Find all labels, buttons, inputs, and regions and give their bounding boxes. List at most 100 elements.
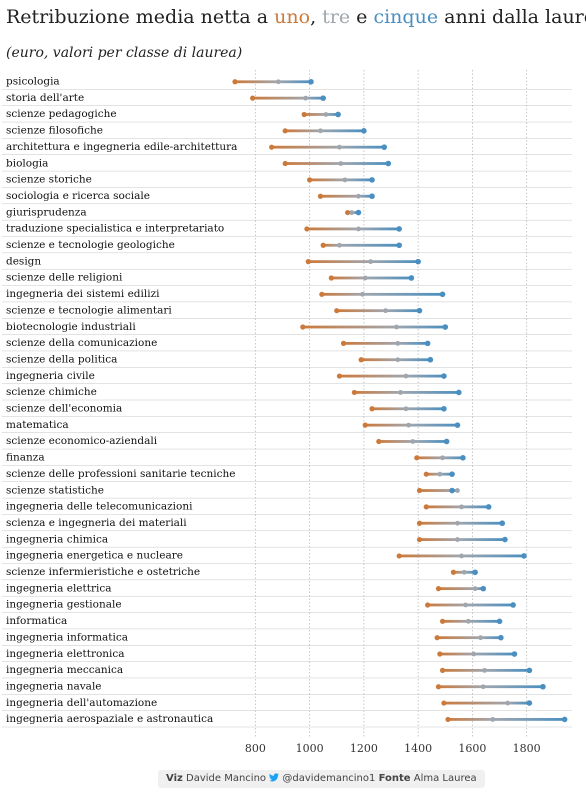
row-7-segment-uno-tre bbox=[320, 194, 359, 198]
row-12-segment-uno-tre bbox=[331, 276, 366, 280]
row-23-segment-uno-tre bbox=[416, 456, 443, 460]
category-label: scienze chimiche bbox=[6, 386, 97, 398]
row-25-segment-uno-tre bbox=[419, 489, 458, 492]
point-uno bbox=[301, 111, 307, 118]
row-39-segment-tre-cinque bbox=[492, 718, 565, 721]
row-31-segment-uno-tre bbox=[438, 587, 476, 591]
point-uno bbox=[282, 128, 288, 134]
twitter-handle: @davidemancino1 bbox=[282, 773, 376, 784]
x-tick-label-800: 800 bbox=[245, 742, 266, 755]
category-label: biologia bbox=[6, 157, 48, 169]
point-uno bbox=[416, 520, 423, 526]
point-tre bbox=[356, 226, 361, 232]
point-uno bbox=[450, 569, 457, 575]
category-label: storia dell'arte bbox=[6, 92, 84, 104]
row-34-segment-uno-tre bbox=[437, 636, 481, 640]
point-cinque bbox=[415, 258, 421, 265]
row-11-segment-uno-tre bbox=[308, 260, 371, 264]
category-label: scienze storiche bbox=[6, 174, 92, 186]
category-label: scienze della comunicazione bbox=[6, 337, 157, 349]
point-cinque bbox=[456, 389, 462, 396]
point-uno bbox=[425, 602, 431, 608]
category-label: ingegneria energetica e nucleare bbox=[6, 550, 183, 562]
row-23-segment-tre-cinque bbox=[442, 456, 463, 460]
point-uno bbox=[435, 586, 442, 592]
category-label: ingegneria informatica bbox=[6, 631, 128, 643]
point-cinque bbox=[472, 569, 478, 576]
point-tre bbox=[455, 537, 460, 542]
x-tick-label-1400: 1400 bbox=[404, 742, 432, 755]
category-label: scienze pedagogiche bbox=[6, 108, 117, 120]
row-28-segment-tre-cinque bbox=[457, 538, 505, 541]
row-36-segment-tre-cinque bbox=[484, 668, 530, 672]
point-cinque bbox=[427, 356, 434, 363]
point-cinque bbox=[449, 471, 455, 477]
category-label: traduzione specialistica e interpretaria… bbox=[6, 223, 224, 235]
row-30-segment-tre-cinque bbox=[464, 570, 476, 574]
point-tre bbox=[394, 324, 399, 330]
row-31-segment-tre-cinque bbox=[475, 587, 484, 591]
row-0-segment-uno-tre bbox=[235, 80, 279, 84]
row-24-segment-tre-cinque bbox=[439, 472, 453, 476]
point-cinque bbox=[308, 78, 314, 85]
point-tre bbox=[395, 357, 401, 363]
row-29-segment-tre-cinque bbox=[461, 554, 524, 558]
point-tre bbox=[360, 291, 365, 297]
dumbbell-chart: 800 1000 1200 1400 1600 1800 psicologia storia … bbox=[2, 70, 572, 755]
category-label: sociologia e ricerca sociale bbox=[6, 190, 150, 202]
row-22-segment-tre-cinque bbox=[412, 440, 447, 443]
row-27-segment-tre-cinque bbox=[457, 521, 503, 525]
row-38-segment-tre-cinque bbox=[507, 701, 530, 705]
point-cinque bbox=[460, 455, 466, 461]
row-12-segment-tre-cinque bbox=[365, 276, 412, 280]
category-label: scienze della politica bbox=[6, 353, 117, 365]
point-cinque bbox=[485, 504, 492, 510]
point-tre bbox=[406, 422, 412, 428]
point-uno bbox=[305, 259, 311, 265]
point-uno bbox=[416, 487, 423, 494]
category-label: ingegneria navale bbox=[6, 680, 102, 692]
row-9-segment-tre-cinque bbox=[358, 227, 400, 231]
point-cinque bbox=[416, 307, 423, 314]
category-label: informatica bbox=[6, 615, 67, 627]
point-uno bbox=[328, 275, 334, 281]
point-tre bbox=[482, 667, 488, 673]
row-21-segment-tre-cinque bbox=[408, 423, 458, 427]
point-cinque bbox=[441, 373, 447, 379]
point-uno bbox=[351, 389, 357, 396]
point-tre bbox=[303, 95, 308, 101]
category-label: ingegneria gestionale bbox=[6, 599, 122, 611]
category-label: scienze statistiche bbox=[6, 484, 104, 496]
point-cinque bbox=[449, 487, 455, 494]
point-tre bbox=[455, 488, 460, 493]
chart-subtitle: (euro, valori per classe di laurea) bbox=[6, 45, 243, 61]
row-30-segment-uno-tre bbox=[453, 570, 465, 574]
point-uno bbox=[441, 700, 447, 706]
category-label: ingegneria elettronica bbox=[6, 648, 125, 660]
title-tre: tre bbox=[322, 6, 351, 28]
point-uno bbox=[250, 95, 256, 101]
point-tre bbox=[478, 635, 483, 641]
twitter-bird-icon bbox=[269, 773, 280, 782]
row-11-segment-tre-cinque bbox=[370, 260, 419, 264]
point-tre bbox=[455, 520, 460, 526]
category-label: ingegneria aerospaziale e astronautica bbox=[6, 713, 213, 725]
category-label: scienze dell'economia bbox=[6, 403, 122, 415]
row-2-segment-tre-cinque bbox=[325, 113, 339, 116]
x-tick-label-1600: 1600 bbox=[458, 742, 486, 755]
category-label: finanza bbox=[6, 452, 45, 464]
point-tre bbox=[471, 651, 477, 657]
source-label: Fonte bbox=[378, 773, 411, 784]
category-label: scienze economico-aziendali bbox=[6, 435, 158, 447]
credits-footer: Viz Davide Mancino @davidemancino1 Fonte… bbox=[158, 770, 485, 788]
point-uno bbox=[317, 193, 324, 199]
row-16-segment-tre-cinque bbox=[397, 341, 428, 345]
point-uno bbox=[434, 635, 440, 641]
point-uno bbox=[269, 144, 275, 150]
category-label: scienze e tecnologie geologiche bbox=[6, 239, 175, 251]
row-3-segment-uno-tre bbox=[285, 129, 321, 133]
point-cinque bbox=[442, 324, 449, 330]
row-6-segment-tre-cinque bbox=[344, 178, 373, 182]
row-16-segment-uno-tre bbox=[343, 341, 398, 345]
category-label: ingegneria delle telecomunicazioni bbox=[6, 501, 193, 513]
